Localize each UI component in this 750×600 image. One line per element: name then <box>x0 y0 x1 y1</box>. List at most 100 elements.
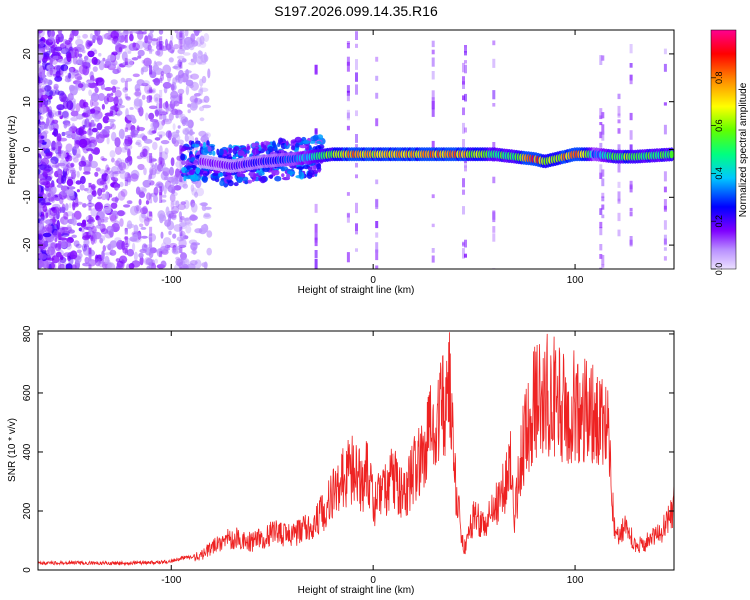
spectrogram-streak-cell <box>124 35 128 43</box>
spectrogram-noise-cell <box>120 188 128 197</box>
spectrogram-noise-cell <box>44 224 53 234</box>
spectrogram-streak-cell <box>601 214 605 219</box>
spectrogram-streak-cell <box>431 40 435 48</box>
spectrogram-noise-cell <box>194 191 199 198</box>
spectrogram-noise-cell <box>154 162 158 172</box>
spectrogram-streak-cell <box>431 100 435 108</box>
spectrogram-transition-cell <box>218 172 224 177</box>
spectrogram-streak-cell <box>599 227 603 236</box>
spectrogram-streak-cell <box>346 41 350 45</box>
spectrogram-streak-cell <box>149 174 153 180</box>
spectrogram-noise-cell <box>152 164 156 170</box>
spectrogram-noise-cell <box>114 160 120 167</box>
spectrogram-streak-cell <box>179 93 183 104</box>
spectrogram-streak-cell <box>346 61 350 72</box>
spectrogram-noise-cell <box>39 217 43 225</box>
spectrogram-streak-cell <box>492 268 496 269</box>
spectrogram-streak-cell <box>314 223 318 233</box>
snr-y-tick-label: 800 <box>22 325 33 342</box>
spectrogram-noise-cell <box>160 167 170 172</box>
spectrogram-streak-cell <box>346 112 350 119</box>
spectrogram-streak-cell <box>58 111 62 115</box>
spectrogram-noise-cell <box>72 202 79 208</box>
spectrogram-noise-cell <box>112 68 120 75</box>
spectrogram-noise-cell <box>119 181 124 188</box>
spectrogram-noise-cell <box>106 96 115 103</box>
spectrogram-noise-cell <box>63 65 68 74</box>
spectrogram-noise-cell <box>154 258 159 264</box>
spectrogram-noise-cell <box>115 30 122 33</box>
spectrogram-noise-cell <box>52 230 58 238</box>
spectrogram-transition-cell <box>180 148 185 152</box>
spectrogram-noise-cell <box>170 157 175 167</box>
spectrogram-noise-cell <box>118 128 125 139</box>
spectrogram-noise-cell <box>151 88 157 94</box>
spectrogram-x-tick-label: 0 <box>370 275 376 286</box>
spectrogram-noise-cell <box>53 211 60 220</box>
spectrogram-streak-cell <box>88 205 92 211</box>
spectrogram-noise-cell <box>38 252 44 259</box>
spectrogram-noise-cell <box>110 110 114 114</box>
spectrogram-noise-cell <box>194 137 199 142</box>
spectrogram-streak-cell <box>346 212 350 223</box>
spectrogram-noise-cell <box>190 242 198 251</box>
spectrogram-noise-cell <box>109 150 116 158</box>
spectrogram-noise-cell <box>107 54 116 62</box>
spectrogram-noise-cell <box>187 263 196 269</box>
spectrogram-transition-cell <box>188 169 195 175</box>
spectrogram-noise-cell <box>109 170 115 179</box>
spectrogram-streak-cell <box>346 192 350 196</box>
spectrogram-noise-cell <box>72 100 76 110</box>
spectrogram-noise-cell <box>182 52 191 56</box>
spectrogram-streak-cell <box>431 255 435 263</box>
spectrogram-noise-cell <box>125 122 133 131</box>
spectrogram-noise-cell <box>104 60 112 68</box>
spectrogram-noise-cell <box>91 127 98 133</box>
spectrogram-noise-cell <box>67 93 74 101</box>
spectrogram-noise-cell <box>110 176 116 181</box>
spectrogram-noise-cell <box>148 105 158 110</box>
spectrogram-transition-cell <box>307 166 312 171</box>
spectrogram-streak-cell <box>375 75 379 81</box>
spectrogram-ridge-layer <box>198 147 674 173</box>
spectrogram-noise-cell <box>44 84 51 92</box>
spectrogram-streak-cell <box>492 176 496 184</box>
spectrogram-streak-cell <box>124 245 128 255</box>
spectrogram-noise-cell <box>49 89 57 97</box>
spectrogram-noise-cell <box>117 34 126 43</box>
spectrogram-noise-cell <box>118 46 123 53</box>
spectrogram-streak-cell <box>346 43 350 49</box>
spectrogram-noise-cell <box>172 134 181 142</box>
spectrogram-noise-cell <box>46 70 54 78</box>
spectrogram-noise-cell <box>38 168 41 175</box>
spectrogram-streak-cell <box>431 107 435 117</box>
spectrogram-streak-cell <box>149 237 153 248</box>
spectrogram-noise-cell <box>39 140 45 144</box>
spectrogram-noise-cell <box>130 173 139 182</box>
spectrogram-streak-cell <box>159 40 163 50</box>
spectrogram-noise-cell <box>160 260 167 268</box>
spectrogram-noise-cell <box>168 112 174 121</box>
spectrogram-noise-cell <box>47 246 55 256</box>
spectrogram-noise-cell <box>194 93 201 97</box>
spectrogram-noise-cell <box>72 58 79 65</box>
spectrogram-streak-cell <box>431 57 435 67</box>
spectrogram-noise-cell <box>177 88 185 95</box>
spectrogram-noise-cell <box>56 219 60 230</box>
spectrogram-noise-cell <box>76 171 80 178</box>
spectrogram-noise-cell <box>94 30 101 37</box>
spectrogram-noise-cell <box>168 230 172 236</box>
spectrogram-noise-cell <box>60 239 68 248</box>
spectrogram-streak-cell <box>599 208 603 215</box>
spectrogram-noise-cell <box>152 78 161 83</box>
spectrogram-noise-cell <box>110 105 119 111</box>
spectrogram-noise-cell <box>142 80 150 86</box>
spectrogram-noise-cell <box>85 39 91 50</box>
spectrogram-streak-cell <box>124 61 128 65</box>
spectrogram-transition-cell <box>285 140 289 146</box>
spectrogram-streak-cell <box>88 161 92 167</box>
spectrogram-noise-cell <box>40 219 45 225</box>
colorbar-tick-label: 0.8 <box>714 72 724 85</box>
spectrogram-streak-cell <box>355 84 358 95</box>
spectrogram-streak-cell <box>617 181 621 188</box>
